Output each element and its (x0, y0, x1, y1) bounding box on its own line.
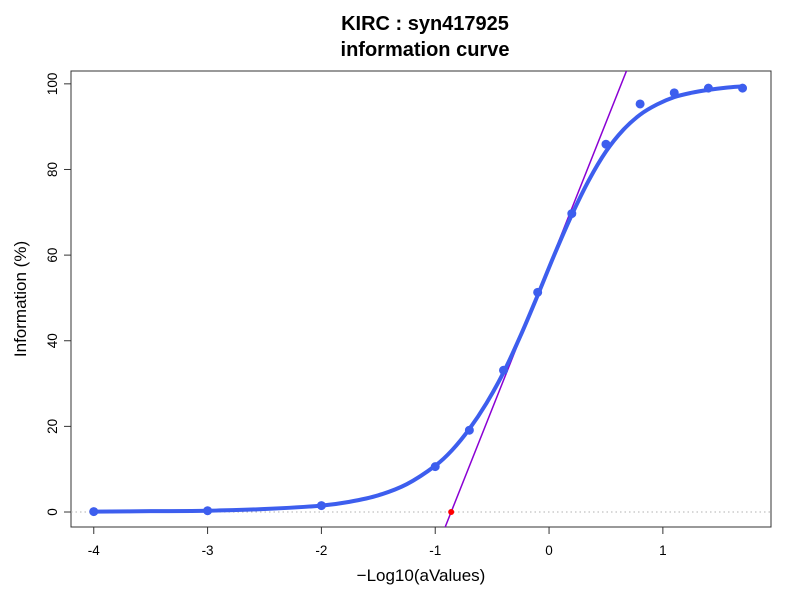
x-tick-label: -3 (202, 543, 214, 558)
data-point (533, 287, 543, 297)
y-tick-label: 60 (45, 248, 60, 263)
y-tick-label: 0 (45, 508, 60, 516)
data-point (738, 83, 748, 93)
data-point (567, 209, 577, 219)
y-axis: 0 20 40 60 80 100 (45, 73, 72, 516)
y-tick-label: 20 (45, 419, 60, 434)
y-tick-label: 40 (45, 333, 60, 348)
x-tick-label: 1 (659, 543, 667, 558)
data-point (635, 99, 645, 109)
chart-title: KIRC : syn417925 (341, 13, 509, 35)
y-axis-label: Information (%) (11, 241, 30, 357)
x-axis: -4 -3 -2 -1 0 1 (88, 526, 667, 558)
data-point (316, 501, 326, 511)
data-point (703, 83, 713, 93)
data-point (430, 462, 440, 472)
data-point (203, 506, 213, 516)
fitted-curve (91, 84, 745, 514)
x-tick-label: 0 (545, 543, 553, 558)
chart-subtitle: information curve (341, 39, 510, 61)
data-point (464, 425, 474, 435)
plot-frame (70, 70, 772, 528)
y-tick-label: 80 (45, 162, 60, 177)
data-point (89, 507, 99, 517)
x-tick-label: -4 (88, 543, 100, 558)
data-point (499, 365, 509, 375)
x-tick-label: -1 (429, 543, 441, 558)
data-point (669, 88, 679, 98)
y-tick-label: 100 (45, 73, 60, 96)
x-axis-label: −Log10(aValues) (357, 566, 486, 585)
plot-area (71, 71, 771, 527)
data-point (601, 139, 611, 149)
zero-intercept-marker (448, 509, 455, 516)
x-tick-label: -2 (315, 543, 327, 558)
